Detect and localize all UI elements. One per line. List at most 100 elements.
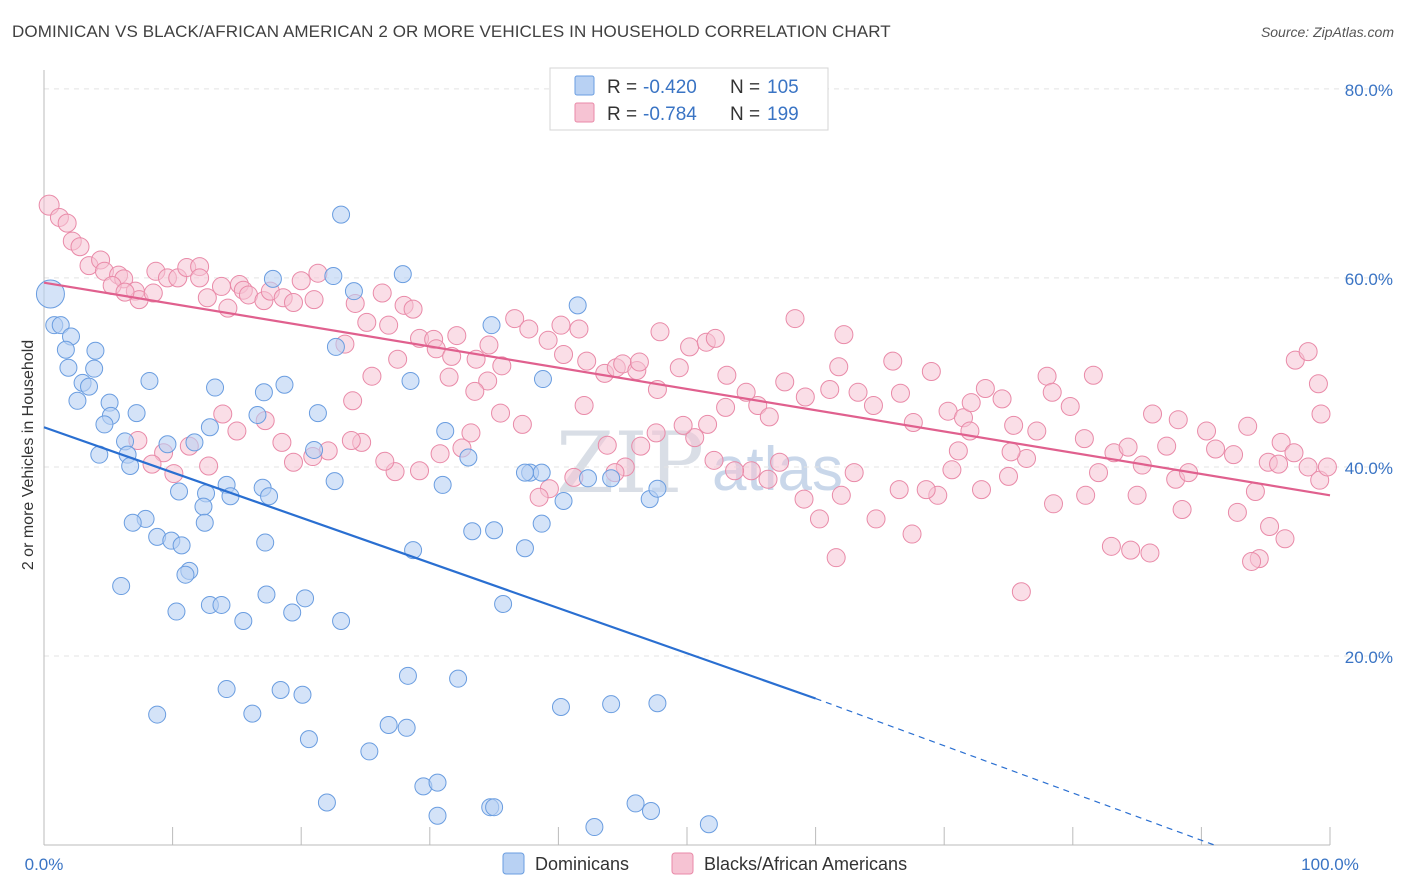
point-black-122	[1269, 454, 1289, 474]
point-black-135	[1001, 442, 1021, 462]
point-black-32	[308, 263, 328, 283]
point-dominican-2	[51, 316, 70, 335]
point-dominican-94	[428, 806, 447, 825]
point-black-36	[357, 312, 377, 332]
point-black-56	[577, 351, 597, 371]
y-tick-label-20: 20.0%	[1345, 648, 1393, 667]
point-dominican-55	[324, 267, 343, 286]
point-dominican-85	[148, 705, 167, 724]
point-black-21	[197, 288, 217, 308]
point-black-68	[717, 365, 737, 385]
chart-source: Source: ZipAtlas.com	[1260, 24, 1394, 40]
point-black-149	[809, 509, 829, 529]
point-black-107	[1197, 421, 1217, 441]
point-dominican-31	[170, 482, 189, 501]
point-black-50	[505, 309, 525, 329]
point-dominican-98	[585, 818, 604, 837]
y-axis-title: 2 or more Vehicles in Household	[20, 340, 37, 570]
y-tick-label-40: 40.0%	[1345, 459, 1393, 478]
point-black-139	[948, 441, 968, 461]
point-black-101	[1127, 485, 1147, 505]
point-black-54	[554, 344, 574, 364]
point-black-104	[1157, 436, 1177, 456]
point-black-126	[1242, 551, 1262, 571]
point-dominican-87	[379, 715, 398, 734]
point-black-87	[961, 393, 981, 413]
point-black-31	[291, 271, 311, 291]
point-dominican-26	[308, 404, 327, 423]
point-black-193	[388, 349, 408, 369]
x-tick-labels: 0.0% 100.0%	[25, 855, 1359, 874]
point-dominican-91	[317, 793, 336, 812]
point-black-132	[1101, 536, 1121, 556]
point-black-185	[199, 456, 219, 476]
point-dominican-6	[59, 358, 78, 377]
point-dominican-99	[602, 695, 621, 714]
point-black-180	[283, 452, 303, 472]
point-dominican-44	[176, 565, 195, 584]
y-tick-label-60: 60.0%	[1345, 270, 1393, 289]
point-black-137	[971, 480, 991, 500]
point-black-113	[1271, 432, 1291, 452]
point-black-159	[646, 423, 666, 443]
legend-r-label-dominicans: R =	[607, 77, 637, 98]
point-black-109	[1224, 445, 1244, 465]
point-black-134	[1044, 494, 1064, 514]
point-black-153	[741, 461, 761, 481]
point-dominican-8	[85, 359, 104, 378]
point-dominican-39	[172, 536, 191, 555]
point-black-173	[410, 461, 430, 481]
point-dominican-101	[626, 794, 645, 813]
point-dominican-79	[494, 594, 513, 613]
point-dominican-88	[397, 718, 416, 737]
point-black-90	[1004, 415, 1024, 435]
point-black-97	[1083, 365, 1103, 385]
point-black-195	[465, 381, 485, 401]
point-dominican-97	[551, 698, 570, 717]
point-dominican-80	[217, 680, 236, 699]
point-dominican-82	[271, 681, 290, 699]
point-black-184	[213, 404, 233, 424]
point-dominican-24	[248, 405, 267, 424]
point-black-110	[1238, 416, 1258, 436]
trend-line-black	[43, 281, 1331, 497]
point-dominican-20	[185, 433, 204, 452]
point-black-51	[519, 319, 539, 339]
point-black-88	[975, 379, 995, 399]
bottom-legend-swatch-black	[671, 852, 694, 875]
point-dominican-105	[515, 463, 534, 482]
point-dominican-73	[578, 469, 597, 488]
legend-box	[549, 67, 829, 131]
point-black-154	[725, 461, 745, 481]
point-black-143	[902, 524, 922, 544]
legend-r-label-black: R =	[607, 104, 637, 125]
legend-r-value-dominicans: -0.420	[643, 77, 697, 98]
point-black-84	[921, 361, 941, 381]
point-dominican-46	[112, 577, 131, 596]
correlation-legend: R = -0.420 N = 105 R = -0.784 N = 199	[549, 67, 829, 131]
point-dominican-90	[449, 669, 468, 688]
bottom-legend-dominicans: Dominicans	[535, 854, 629, 874]
point-dominican-14	[95, 415, 114, 434]
point-dominican-27	[305, 440, 324, 459]
point-dominican-69	[533, 370, 552, 389]
point-black-163	[597, 435, 617, 455]
point-dominican-77	[532, 463, 551, 482]
point-black-130	[1140, 543, 1160, 563]
point-black-133	[1076, 485, 1096, 505]
point-black-20	[190, 268, 210, 288]
chart-title: DOMINICAN VS BLACK/AFRICAN AMERICAN 2 OR…	[12, 22, 891, 41]
point-dominican-83	[293, 685, 312, 704]
point-black-72	[759, 407, 779, 427]
point-dominican-65	[433, 475, 452, 494]
point-dominican-61	[401, 371, 420, 390]
bottom-legend-black: Blacks/African Americans	[704, 854, 907, 874]
point-black-94	[1042, 382, 1062, 402]
point-dominican-49	[212, 595, 231, 614]
point-dominican-58	[393, 265, 412, 284]
point-dominican-50	[234, 612, 253, 631]
trend-lines	[43, 281, 1331, 846]
point-black-100	[1118, 437, 1138, 457]
point-black-170	[461, 423, 481, 443]
point-black-191	[343, 391, 363, 411]
